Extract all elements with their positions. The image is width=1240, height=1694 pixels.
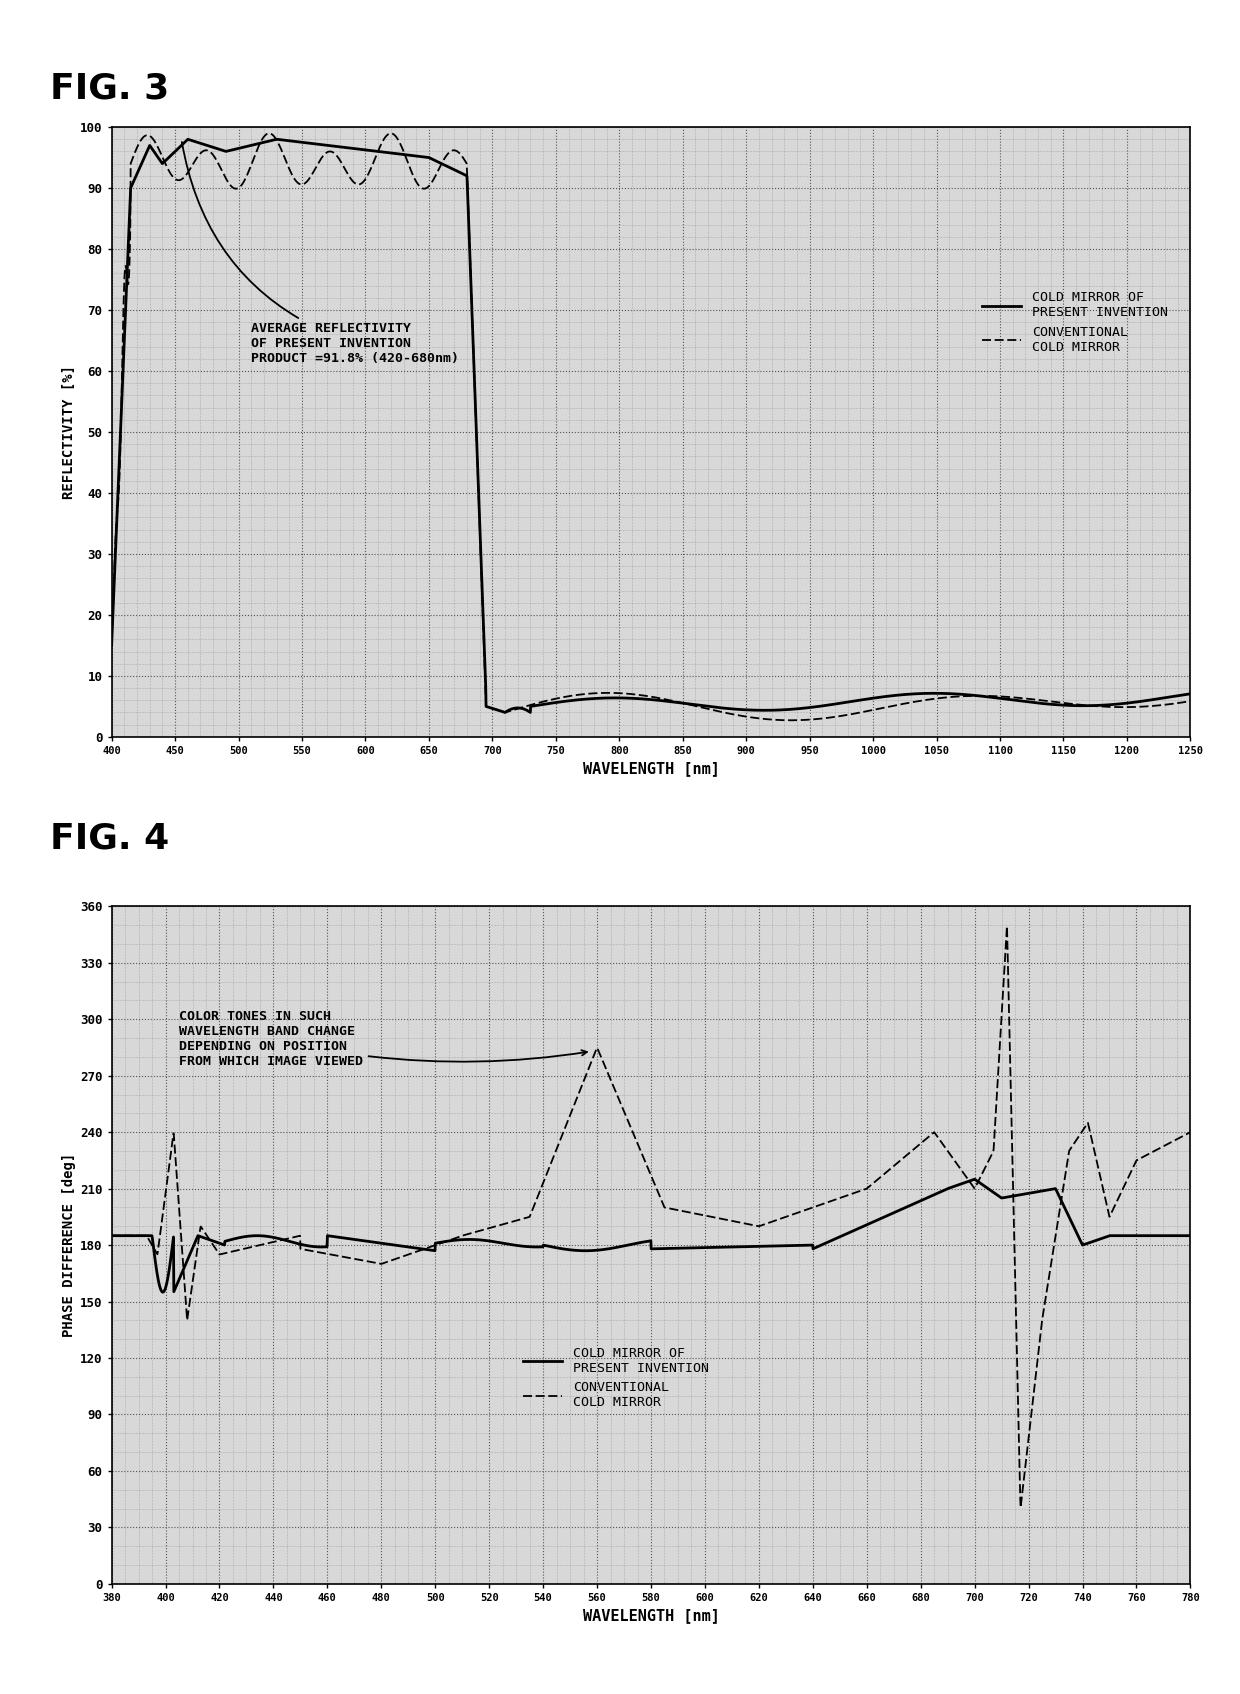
X-axis label: WAVELENGTH [nm]: WAVELENGTH [nm] xyxy=(583,1609,719,1623)
Text: FIG. 3: FIG. 3 xyxy=(50,71,169,105)
Text: COLOR TONES IN SUCH
WAVELENGTH BAND CHANGE
DEPENDING ON POSITION
FROM WHICH IMAG: COLOR TONES IN SUCH WAVELENGTH BAND CHAN… xyxy=(179,1010,587,1067)
Legend: COLD MIRROR OF
PRESENT INVENTION, CONVENTIONAL
COLD MIRROR: COLD MIRROR OF PRESENT INVENTION, CONVEN… xyxy=(976,286,1173,359)
Text: FIG. 4: FIG. 4 xyxy=(50,822,169,855)
Y-axis label: PHASE DIFFERENCE [deg]: PHASE DIFFERENCE [deg] xyxy=(62,1154,76,1337)
Y-axis label: REFLECTIVITY [%]: REFLECTIVITY [%] xyxy=(62,364,76,500)
Legend: COLD MIRROR OF
PRESENT INVENTION, CONVENTIONAL
COLD MIRROR: COLD MIRROR OF PRESENT INVENTION, CONVEN… xyxy=(517,1342,714,1414)
X-axis label: WAVELENGTH [nm]: WAVELENGTH [nm] xyxy=(583,762,719,776)
Text: AVERAGE REFLECTIVITY
OF PRESENT INVENTION
PRODUCT =91.8% (420-680nm): AVERAGE REFLECTIVITY OF PRESENT INVENTIO… xyxy=(182,142,459,366)
